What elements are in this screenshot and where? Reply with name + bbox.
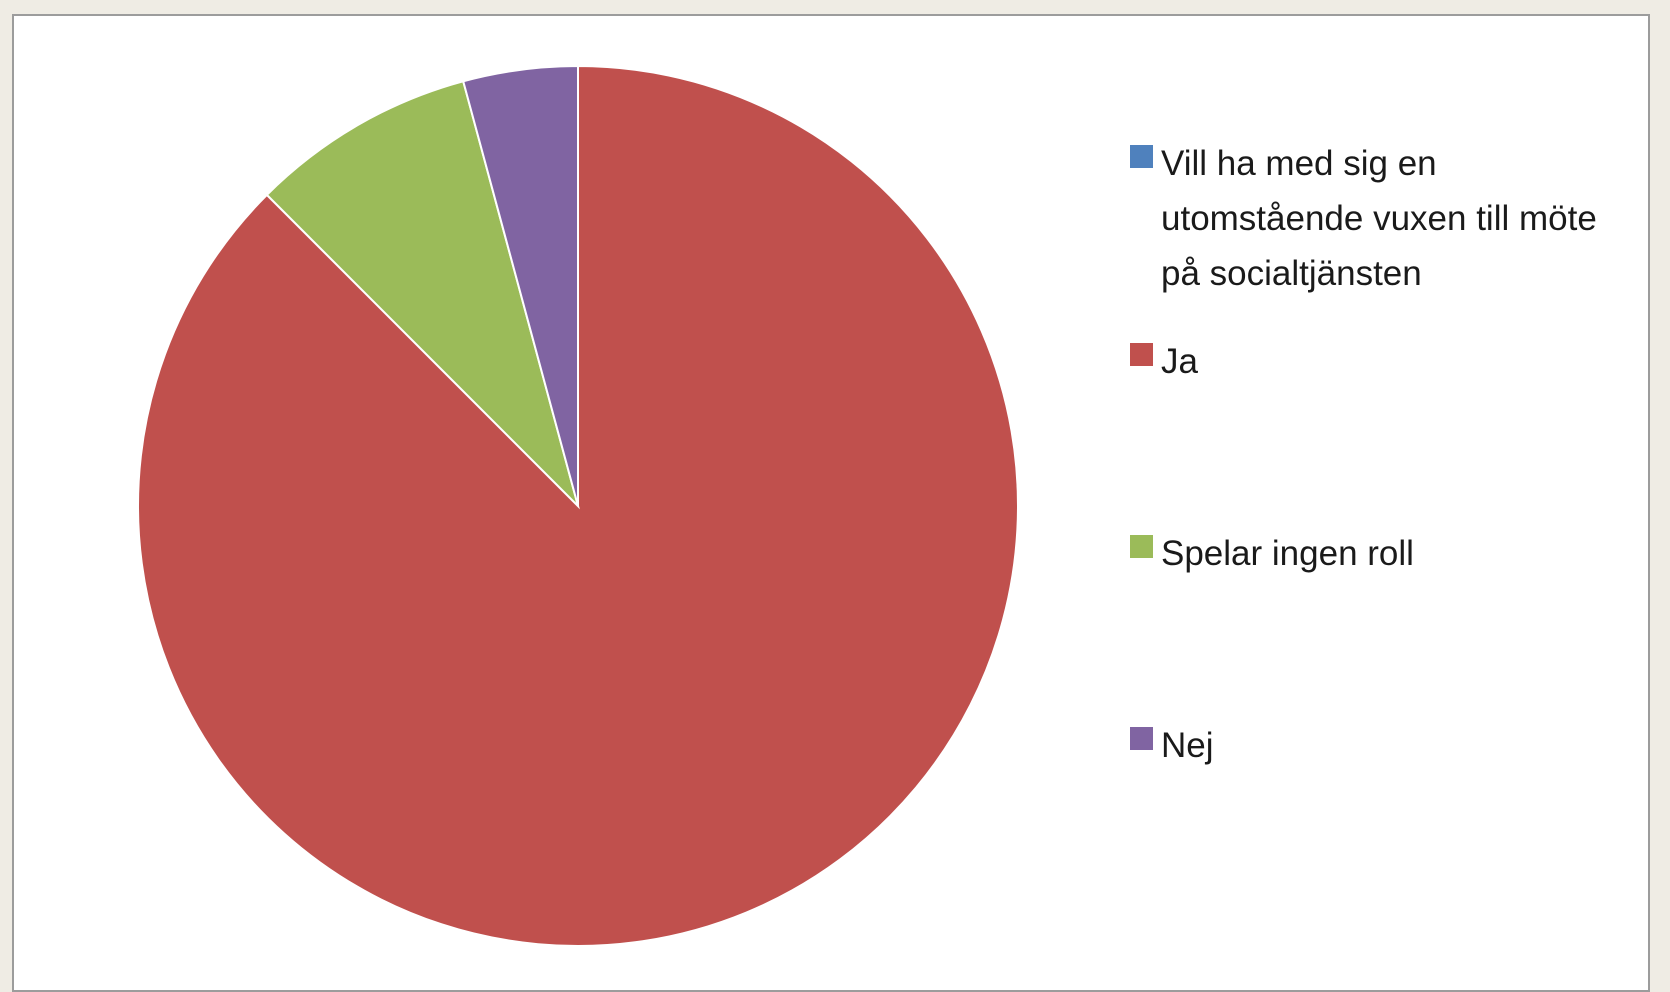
pie-chart [137, 64, 1019, 947]
legend-swatch-1 [1130, 343, 1153, 366]
pie-slice-ja [137, 64, 1019, 947]
legend-swatch-3 [1130, 727, 1153, 750]
legend-label-1: Ja [1161, 342, 1198, 381]
legend-swatch-2 [1130, 535, 1153, 558]
pie-slice-nej [462, 64, 579, 507]
legend-swatch-0 [1130, 145, 1153, 168]
legend-item-1: Ja [1130, 334, 1601, 389]
pie-slice-spelar-ingen-roll [265, 80, 580, 510]
legend-label-3: Nej [1161, 726, 1214, 765]
legend-label-2: Spelar ingen roll [1161, 534, 1414, 573]
chart-frame: Vill ha med sig en utomstående vuxen til… [12, 14, 1650, 992]
legend-label-0: Vill ha med sig en utomstående vuxen til… [1161, 144, 1597, 293]
legend-item-0: Vill ha med sig en utomstående vuxen til… [1130, 136, 1601, 301]
legend-item-3: Nej [1130, 718, 1601, 773]
legend-item-2: Spelar ingen roll [1130, 526, 1601, 581]
